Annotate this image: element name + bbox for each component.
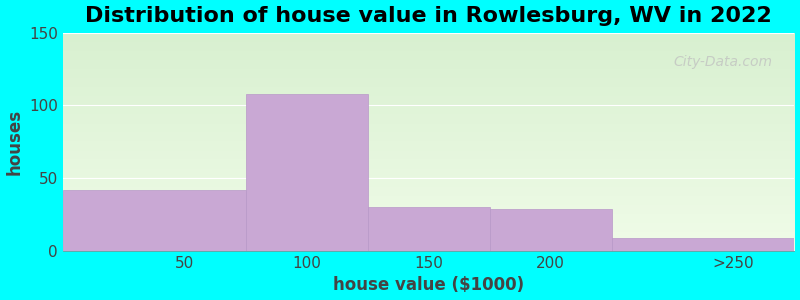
- Bar: [246, 94, 368, 251]
- Text: City-Data.com: City-Data.com: [674, 55, 773, 68]
- Title: Distribution of house value in Rowlesburg, WV in 2022: Distribution of house value in Rowlesbur…: [86, 6, 772, 26]
- Y-axis label: houses: houses: [6, 109, 23, 175]
- Bar: [611, 238, 794, 251]
- X-axis label: house value ($1000): house value ($1000): [333, 276, 524, 294]
- Bar: [368, 207, 490, 251]
- Bar: [63, 190, 246, 251]
- Bar: [490, 209, 611, 251]
